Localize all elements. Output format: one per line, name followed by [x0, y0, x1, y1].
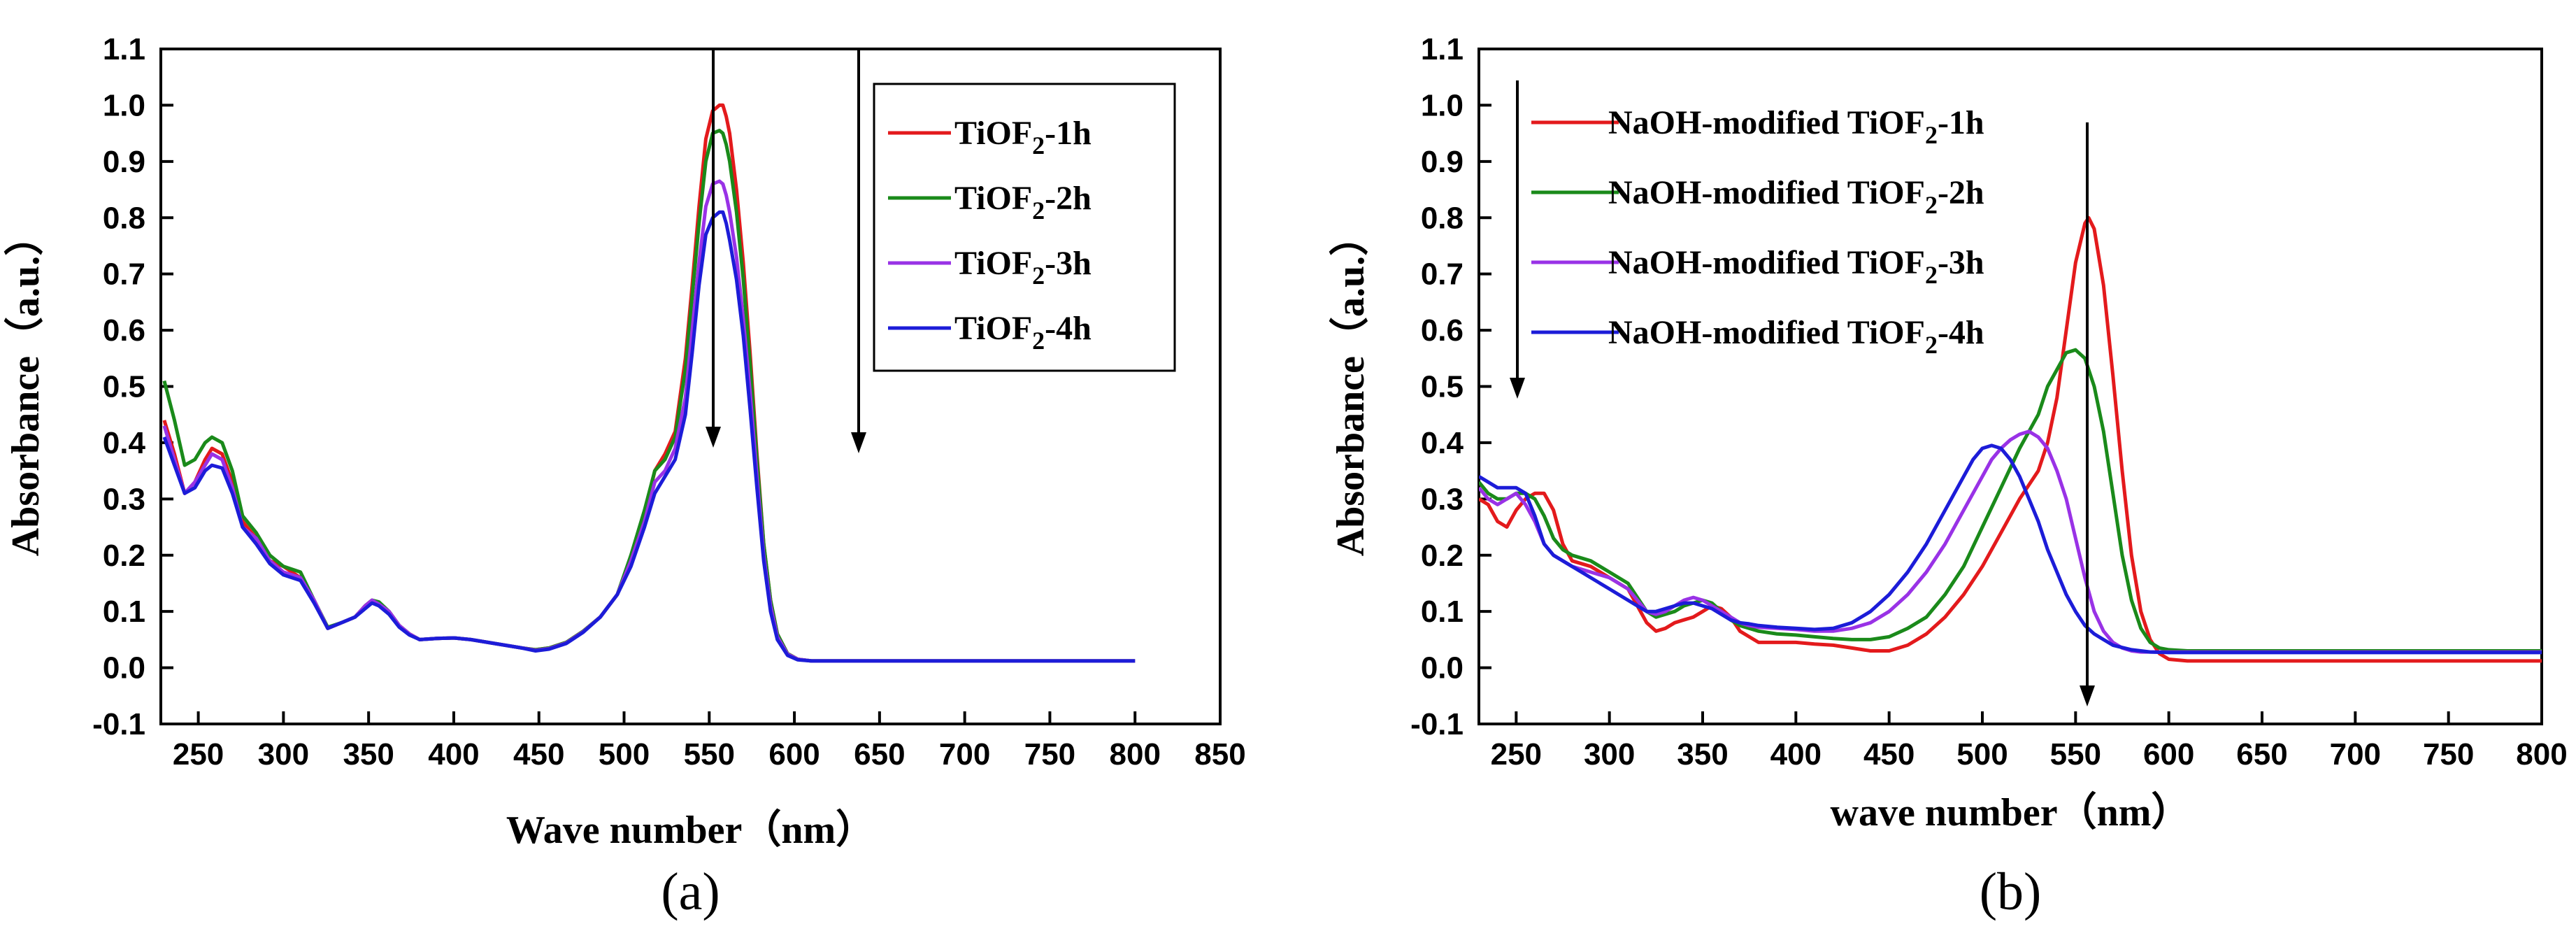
y-tick-label: 1.0 — [1421, 88, 1464, 122]
y-tick-label: 0.1 — [103, 595, 145, 629]
y-tick-label: 0.5 — [103, 370, 145, 404]
y-tick-label: 0.2 — [103, 539, 145, 573]
y-tick-label: -0.1 — [92, 707, 145, 741]
legend-entry: NaOH-modified TiOF2-2h — [1608, 174, 1984, 219]
y-axis-title: Absorbance（a.u.） — [1329, 217, 1373, 556]
legend-entry: NaOH-modified TiOF2-3h — [1608, 244, 1984, 289]
x-tick-label: 450 — [1863, 737, 1915, 772]
x-tick-label: 300 — [258, 737, 309, 772]
series-line-4h — [1479, 443, 2542, 655]
chart-panel-a: -0.1 0.0 0.1 0.2 0.3 0.4 0.5 0.6 0.7 0.8 0.9 1.0 1.1… — [3, 32, 1246, 921]
plot-frame — [1477, 48, 2543, 725]
x-tick-label: 250 — [173, 737, 224, 772]
y-tick-label: 1.0 — [103, 88, 145, 122]
x-axis-title: wave number（nm） — [1831, 790, 2191, 834]
y-tick-label: 0.8 — [103, 201, 145, 235]
y-tick-label: 0.6 — [1421, 313, 1464, 348]
x-tick-label: 250 — [1491, 737, 1542, 772]
x-tick-label: 750 — [2423, 737, 2474, 772]
y-tick-label: 0.9 — [103, 145, 145, 179]
x-tick-label: 450 — [513, 737, 564, 772]
y-tick-label: 0.7 — [103, 257, 145, 292]
x-tick-label: 550 — [684, 737, 735, 772]
series-line-2h — [1479, 348, 2542, 653]
panel-label: (b) — [1980, 862, 2042, 921]
y-tick-label: 0.9 — [1421, 145, 1464, 179]
y-tick-label: 0.2 — [1421, 539, 1464, 573]
x-tick-label: 850 — [1194, 737, 1245, 772]
x-tick-label: 650 — [2236, 737, 2287, 772]
annotation-arrow-head — [1510, 378, 1525, 399]
x-tick-label: 300 — [1584, 737, 1635, 772]
x-tick-label: 700 — [2330, 737, 2381, 772]
x-tick-label: 400 — [1770, 737, 1822, 772]
y-tick-label: 0.1 — [1421, 595, 1464, 629]
y-tick-label: -0.1 — [1410, 707, 1464, 741]
x-tick-label: 400 — [428, 737, 479, 772]
y-tick-label: 0.8 — [1421, 201, 1464, 235]
series-line-1h — [1479, 215, 2542, 663]
legend-entry: TiOF2-1h — [954, 115, 1092, 159]
x-tick-label: 750 — [1024, 737, 1075, 772]
x-tick-label: 350 — [343, 737, 394, 772]
y-tick-label: 0.0 — [103, 651, 145, 685]
y-tick-label: 1.1 — [1421, 32, 1464, 66]
chart-panel-b: -0.1 0.0 0.1 0.2 0.3 0.4 0.5 0.6 0.7 0.8 0.9 1.0 1.1… — [1329, 32, 2568, 921]
x-tick-label: 800 — [1110, 737, 1161, 772]
legend-entry: TiOF2-4h — [954, 310, 1092, 355]
x-tick-label: 500 — [1956, 737, 2008, 772]
x-tick-label: 550 — [2050, 737, 2101, 772]
annotation-arrow-head — [2080, 685, 2095, 706]
x-tick-label: 500 — [599, 737, 650, 772]
y-tick-label: 0.0 — [1421, 651, 1464, 685]
x-tick-label: 650 — [854, 737, 905, 772]
series-line-4h — [162, 210, 1136, 663]
y-tick-label: 0.3 — [1421, 482, 1464, 516]
y-tick-label: 0.5 — [1421, 370, 1464, 404]
annotation-arrow-head — [851, 432, 866, 453]
y-tick-label: 0.3 — [103, 482, 145, 516]
annotation-arrow-head — [706, 427, 721, 448]
y-axis-title: Absorbance（a.u.） — [3, 217, 48, 556]
y-tick-label: 0.6 — [103, 313, 145, 348]
y-tick-label: 1.1 — [103, 32, 145, 66]
x-axis-title: Wave number（nm） — [506, 808, 875, 852]
panel-label: (a) — [661, 862, 720, 921]
x-tick-label: 600 — [768, 737, 820, 772]
y-tick-label: 0.7 — [1421, 257, 1464, 292]
y-tick-label: 0.4 — [103, 426, 146, 460]
x-tick-label: 350 — [1677, 737, 1728, 772]
legend-entry: NaOH-modified TiOF2-1h — [1608, 104, 1984, 149]
x-tick-label: 700 — [939, 737, 990, 772]
x-tick-label: 600 — [2143, 737, 2194, 772]
legend-entry: NaOH-modified TiOF2-4h — [1608, 314, 1984, 359]
y-tick-label: 0.4 — [1421, 426, 1464, 460]
x-tick-label: 800 — [2516, 737, 2567, 772]
legend-entry: TiOF2-3h — [954, 245, 1092, 290]
legend-entry: TiOF2-2h — [954, 180, 1092, 225]
